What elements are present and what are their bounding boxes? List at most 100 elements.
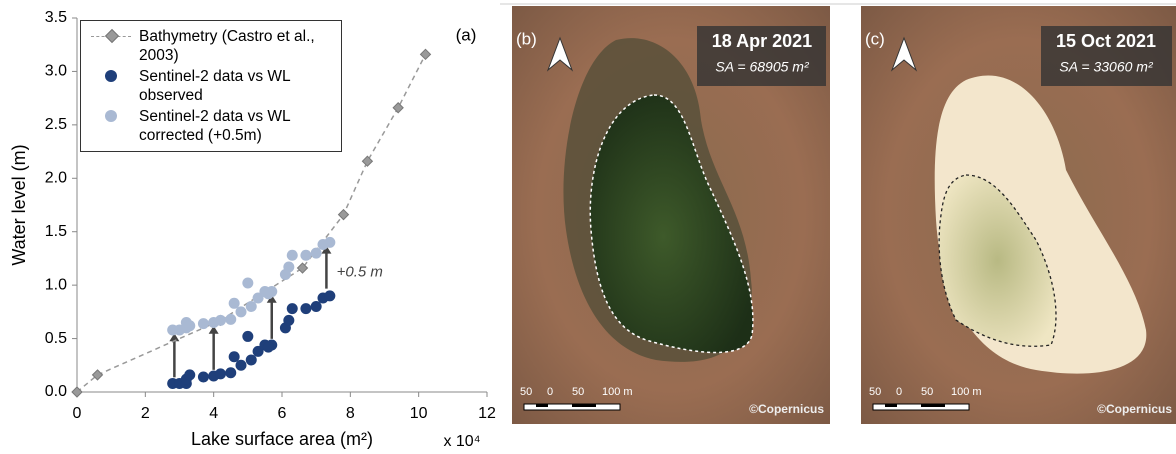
y-tick-label: 0.5 bbox=[45, 330, 67, 347]
data-point bbox=[245, 301, 257, 313]
image-panels: (b) 18 Apr 2021 SA = 68905 m² 50 0 50 100 m ©Co… bbox=[500, 3, 1176, 424]
credit: ©Copernicus bbox=[1097, 402, 1172, 416]
x-multiplier: x 10⁴ bbox=[443, 433, 480, 450]
data-point bbox=[225, 313, 237, 325]
panel-label: (c) bbox=[865, 29, 885, 48]
image-date: 15 Oct 2021 bbox=[1056, 31, 1156, 51]
scale-label: 50 bbox=[869, 386, 881, 398]
scale-label: 100 m bbox=[951, 386, 982, 398]
chart: (a) Lake surface area (m²) x 10⁴ Water l… bbox=[9, 9, 496, 450]
data-point bbox=[361, 155, 374, 167]
legend-symbol bbox=[87, 27, 139, 45]
data-point bbox=[215, 368, 226, 380]
data-point bbox=[228, 297, 240, 309]
y-tick-label: 3.0 bbox=[45, 63, 67, 80]
data-point bbox=[71, 386, 83, 398]
scale-label: 50 bbox=[572, 386, 584, 398]
data-point bbox=[324, 236, 336, 248]
data-point bbox=[184, 369, 196, 381]
legend-symbol bbox=[87, 67, 139, 85]
shift-arrowhead bbox=[169, 333, 180, 342]
scale-segment bbox=[921, 404, 945, 407]
date-box bbox=[697, 26, 826, 86]
x-tick-label: 2 bbox=[141, 405, 150, 422]
data-point bbox=[419, 48, 432, 61]
data-point bbox=[300, 249, 312, 261]
scale-label: 50 bbox=[520, 386, 532, 398]
data-point bbox=[242, 330, 254, 342]
north-arrow bbox=[546, 36, 574, 72]
data-point bbox=[310, 301, 322, 313]
y-axis-label: Water level (m) bbox=[9, 144, 29, 265]
legend-symbol bbox=[87, 107, 139, 125]
y-tick-label: 2.5 bbox=[45, 116, 67, 133]
legend-label: Sentinel-2 data vs WL corrected (+0.5m) bbox=[139, 108, 291, 144]
legend-entry: Sentinel-2 data vs WL corrected (+0.5m) bbox=[87, 107, 335, 145]
lake bbox=[590, 95, 753, 353]
scale-segment bbox=[572, 404, 596, 407]
data-point bbox=[215, 314, 226, 326]
y-tick-label: 1.5 bbox=[45, 223, 67, 240]
scale-label: 100 m bbox=[602, 386, 633, 398]
panel-label: (a) bbox=[456, 25, 477, 44]
legend-label: Bathymetry (Castro et al., 2003) bbox=[139, 28, 315, 64]
scale-label: 0 bbox=[547, 386, 553, 398]
scale-segment bbox=[536, 404, 548, 407]
data-point bbox=[300, 303, 312, 315]
data-point bbox=[310, 247, 322, 259]
x-tick-label: 4 bbox=[209, 405, 218, 422]
data-point bbox=[262, 288, 274, 300]
image-date: 18 Apr 2021 bbox=[712, 31, 812, 51]
data-point bbox=[283, 261, 295, 273]
legend-entry: Bathymetry (Castro et al., 2003) bbox=[87, 27, 335, 65]
surface-area: SA = 33060 m² bbox=[1059, 59, 1154, 75]
data-point bbox=[245, 354, 257, 366]
panel-c: (c) 15 Oct 2021 SA = 33060 m² 50 0 50 100 m ©Co… bbox=[861, 6, 1176, 424]
data-point bbox=[235, 359, 247, 371]
legend-label: Sentinel-2 data vs WL observed bbox=[139, 68, 291, 104]
data-point bbox=[337, 208, 350, 221]
data-point bbox=[228, 351, 240, 363]
data-point bbox=[91, 369, 104, 381]
data-point bbox=[324, 290, 336, 302]
data-point bbox=[392, 102, 404, 114]
data-point bbox=[296, 262, 309, 274]
panel-b: (b) 18 Apr 2021 SA = 68905 m² 50 0 50 100 m ©Co… bbox=[512, 6, 830, 424]
north-arrow bbox=[890, 36, 918, 72]
shift-arrowhead bbox=[321, 245, 332, 254]
lake bbox=[939, 175, 1056, 347]
credit: ©Copernicus bbox=[749, 402, 824, 416]
lake-outline bbox=[938, 174, 1057, 347]
x-tick-label: 0 bbox=[73, 405, 82, 422]
data-point bbox=[225, 367, 237, 379]
scale-segment bbox=[885, 404, 897, 407]
x-tick-label: 10 bbox=[410, 405, 428, 422]
y-tick-label: 3.5 bbox=[45, 9, 67, 26]
data-point bbox=[242, 277, 254, 289]
scale-label: 0 bbox=[896, 386, 902, 398]
surface-area: SA = 68905 m² bbox=[715, 59, 810, 75]
scale-label: 50 bbox=[921, 386, 933, 398]
panel-label: (b) bbox=[516, 29, 537, 48]
x-tick-label: 8 bbox=[346, 405, 355, 422]
x-axis-label: Lake surface area (m²) bbox=[191, 429, 373, 449]
data-point bbox=[286, 249, 298, 261]
legend: Bathymetry (Castro et al., 2003) Sentinel… bbox=[80, 20, 342, 152]
legend-entry: Sentinel-2 data vs WL observed bbox=[87, 67, 335, 105]
y-tick-label: 1.0 bbox=[45, 276, 67, 293]
data-point bbox=[197, 371, 209, 383]
shift-arrowhead bbox=[266, 294, 277, 303]
data-point bbox=[235, 306, 247, 318]
data-point bbox=[286, 303, 298, 315]
data-point bbox=[197, 318, 209, 330]
x-tick-label: 12 bbox=[478, 405, 496, 422]
shift-arrowhead bbox=[208, 325, 219, 334]
date-box bbox=[1041, 26, 1172, 86]
data-point bbox=[262, 341, 274, 353]
x-tick-label: 6 bbox=[278, 405, 287, 422]
annotation: +0.5 m bbox=[337, 263, 383, 280]
y-tick-label: 0.0 bbox=[45, 383, 67, 400]
y-tick-label: 2.0 bbox=[45, 170, 67, 187]
data-point bbox=[283, 314, 295, 326]
